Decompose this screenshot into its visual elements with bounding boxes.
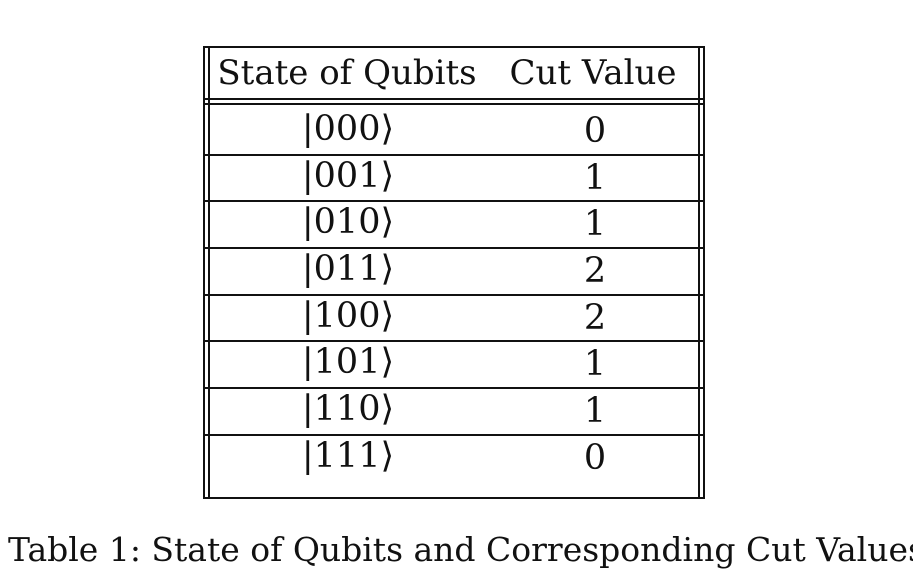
table-top-rule bbox=[203, 46, 705, 48]
state-cell: |000⟩ bbox=[301, 109, 395, 149]
row-rule bbox=[203, 340, 705, 342]
header-bottom-rule-2 bbox=[203, 103, 705, 105]
row-rule bbox=[203, 247, 705, 249]
cut-value-cell: 2 bbox=[583, 251, 607, 291]
cut-value-cell: 0 bbox=[583, 111, 607, 151]
state-cell: |111⟩ bbox=[301, 436, 395, 476]
table-right-outer-rule bbox=[703, 46, 705, 499]
cut-value-cell: 2 bbox=[583, 298, 607, 338]
row-rule bbox=[203, 154, 705, 156]
table-caption: Table 1: State of Qubits and Correspondi… bbox=[8, 530, 913, 569]
state-cell: |010⟩ bbox=[301, 202, 395, 242]
header-cut-value: Cut Value bbox=[509, 53, 677, 93]
table-left-outer-rule bbox=[203, 46, 205, 499]
state-cell: |100⟩ bbox=[301, 296, 395, 336]
table-left-inner-rule bbox=[208, 46, 210, 499]
cut-value-cell: 1 bbox=[583, 158, 607, 198]
cut-value-cell: 1 bbox=[583, 204, 607, 244]
cut-value-cell: 1 bbox=[583, 344, 607, 384]
cut-value-cell: 1 bbox=[583, 391, 607, 431]
row-rule bbox=[203, 294, 705, 296]
state-cell: |001⟩ bbox=[301, 156, 395, 196]
table-bottom-rule bbox=[203, 497, 705, 499]
header-bottom-rule-1 bbox=[203, 98, 705, 100]
header-state-of-qubits: State of Qubits bbox=[217, 53, 477, 93]
state-cell: |101⟩ bbox=[301, 342, 395, 382]
cut-value-cell: 0 bbox=[583, 438, 607, 478]
table-right-inner-rule bbox=[698, 46, 700, 499]
qubit-cut-table: State of Qubits Cut Value |000⟩ 0 |001⟩ … bbox=[203, 46, 705, 499]
row-rule bbox=[203, 200, 705, 202]
row-rule bbox=[203, 434, 705, 436]
row-rule bbox=[203, 387, 705, 389]
state-cell: |011⟩ bbox=[301, 249, 395, 289]
state-cell: |110⟩ bbox=[301, 389, 395, 429]
